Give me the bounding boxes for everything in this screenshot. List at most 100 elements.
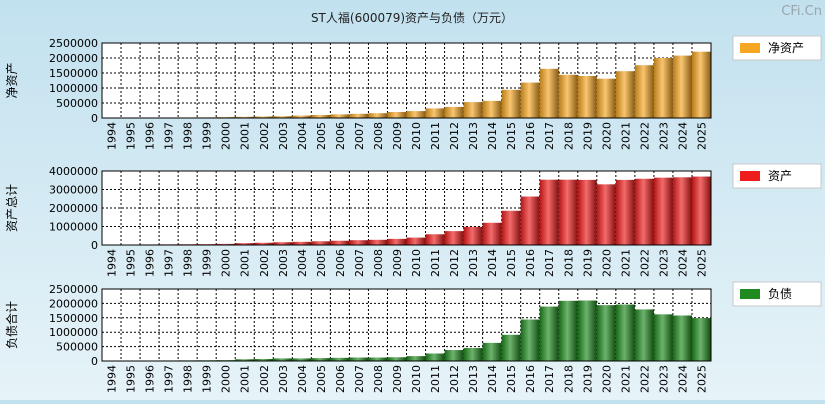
x-tick-label: 2023 — [657, 249, 670, 277]
x-tick-label: 2003 — [277, 365, 290, 393]
x-tick-label: 2013 — [467, 249, 480, 277]
x-tick-label: 2012 — [448, 122, 461, 150]
bar-2009 — [387, 357, 406, 361]
bar-2007 — [349, 114, 368, 118]
legend-label: 负债 — [768, 287, 792, 301]
bar-2016 — [521, 197, 540, 245]
legend-label: 资产 — [768, 169, 792, 183]
x-tick-label: 2005 — [315, 122, 328, 150]
x-tick-label: 2007 — [353, 249, 366, 277]
bar-2013 — [464, 348, 483, 361]
x-tick-label: 2000 — [220, 122, 233, 150]
legend-swatch — [740, 289, 760, 299]
legend-swatch — [740, 43, 760, 53]
x-tick-label: 2013 — [467, 365, 480, 393]
bar-2009 — [387, 112, 406, 118]
x-tick-label: 2005 — [315, 249, 328, 277]
bar-2008 — [368, 113, 387, 118]
x-tick-label: 2019 — [581, 122, 594, 150]
x-tick-label: 1995 — [125, 365, 138, 393]
legend-label: 净资产 — [768, 41, 804, 55]
y-tick-label: 0 — [91, 239, 98, 252]
bar-2024 — [673, 56, 692, 118]
x-tick-label: 2009 — [391, 122, 404, 150]
bar-2011 — [426, 108, 445, 118]
x-tick-label: 2008 — [372, 249, 385, 277]
x-tick-label: 2022 — [638, 122, 651, 150]
bar-2007 — [349, 358, 368, 361]
y-axis-title: 负债合计 — [4, 301, 19, 349]
x-tick-label: 2001 — [239, 365, 252, 393]
x-tick-label: 1994 — [106, 122, 119, 150]
bar-2021 — [616, 71, 635, 118]
x-tick-label: 2014 — [486, 249, 499, 277]
bar-2010 — [407, 111, 426, 118]
bar-2018 — [559, 301, 578, 361]
bar-2020 — [597, 305, 616, 361]
x-tick-label: 2015 — [505, 122, 518, 150]
bar-2014 — [483, 223, 502, 245]
bar-2017 — [540, 307, 559, 361]
bar-2011 — [426, 234, 445, 245]
bar-2013 — [464, 227, 483, 245]
bar-2021 — [616, 305, 635, 361]
bar-2020 — [597, 79, 616, 118]
x-tick-label: 1996 — [144, 365, 157, 393]
bar-2008 — [368, 240, 387, 245]
x-tick-label: 2006 — [334, 249, 347, 277]
bar-2011 — [426, 354, 445, 361]
x-tick-label: 2004 — [296, 249, 309, 277]
x-tick-label: 1998 — [182, 122, 195, 150]
y-tick-label: 0 — [91, 112, 98, 125]
bar-2018 — [559, 75, 578, 118]
bar-2022 — [635, 179, 654, 245]
x-tick-label: 1996 — [144, 249, 157, 277]
x-tick-label: 2020 — [600, 365, 613, 393]
x-tick-label: 2016 — [524, 365, 537, 393]
x-tick-label: 2025 — [695, 122, 708, 150]
x-tick-label: 2017 — [543, 122, 556, 150]
y-tick-label: 1500000 — [49, 312, 98, 325]
x-tick-label: 2019 — [581, 365, 594, 393]
bar-2020 — [597, 184, 616, 245]
bar-2007 — [349, 240, 368, 245]
x-tick-label: 2001 — [239, 122, 252, 150]
chart-title: ST人福(600079)资产与负债（万元） — [311, 10, 513, 25]
x-tick-label: 1994 — [106, 365, 119, 393]
bar-2016 — [521, 83, 540, 118]
bar-2023 — [654, 314, 673, 361]
bar-2025 — [692, 318, 711, 361]
bar-2014 — [483, 101, 502, 118]
x-tick-label: 2020 — [600, 122, 613, 150]
y-tick-label: 1500000 — [49, 67, 98, 80]
bar-2015 — [502, 211, 521, 245]
bar-2022 — [635, 309, 654, 361]
bar-2010 — [407, 356, 426, 361]
x-tick-label: 2022 — [638, 365, 651, 393]
y-tick-label: 3000000 — [49, 184, 98, 197]
bar-2005 — [311, 241, 330, 245]
x-tick-label: 2023 — [657, 122, 670, 150]
y-tick-label: 500000 — [56, 341, 98, 354]
bar-2024 — [673, 177, 692, 245]
bar-2024 — [673, 315, 692, 361]
x-tick-label: 2023 — [657, 365, 670, 393]
bar-2019 — [578, 301, 597, 361]
y-axis-title: 资产总计 — [5, 184, 19, 232]
x-tick-label: 2018 — [562, 365, 575, 393]
x-tick-label: 2000 — [220, 365, 233, 393]
bar-2013 — [464, 102, 483, 118]
bar-2017 — [540, 180, 559, 245]
x-tick-label: 2006 — [334, 122, 347, 150]
y-tick-label: 0 — [91, 355, 98, 368]
bar-2019 — [578, 180, 597, 245]
x-tick-label: 2024 — [676, 365, 689, 393]
bar-2012 — [445, 107, 464, 118]
x-tick-label: 2018 — [562, 249, 575, 277]
y-axis-title: 净资产 — [5, 62, 19, 98]
x-tick-label: 2009 — [391, 365, 404, 393]
watermark-text: CFi.Cn — [781, 4, 822, 19]
x-tick-label: 1998 — [182, 249, 195, 277]
